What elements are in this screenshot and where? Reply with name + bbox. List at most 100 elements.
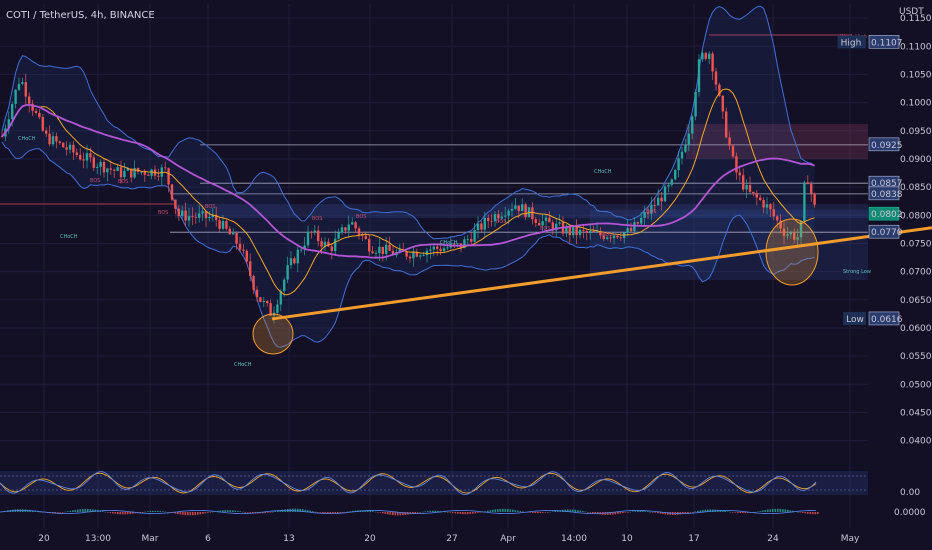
candle-body [504,215,507,217]
candle-body [276,304,279,313]
candle-body [157,175,160,177]
macd-bar [384,512,387,514]
candle-body [735,156,738,173]
macd-bar [657,512,659,514]
macd-bar [619,512,622,514]
macd-bar [74,509,77,512]
candle-body [436,246,439,249]
candle-body [293,258,296,264]
structure-label: BOS [158,210,168,216]
macd-bar [774,508,777,512]
candle-body [140,171,143,173]
price-value-box [868,224,900,239]
structure-label: CHoCH [234,362,252,368]
macd-bar [417,512,419,513]
time-tick-label: 6 [205,534,211,544]
candle-body [21,82,24,84]
macd-bar [512,509,514,512]
macd-bar [69,510,72,512]
macd-bar [572,509,574,512]
macd-bar [492,509,494,512]
candle-body [687,133,690,146]
candle-body [279,291,282,305]
candle-body [187,216,191,221]
price-tick-label: 0.0500 [900,380,932,390]
candle-body [374,253,378,254]
macd-bar [722,510,724,512]
candle-body [368,238,371,252]
macd-bar [519,511,522,512]
macd-bar [267,512,269,513]
candle-body [521,204,524,212]
macd-bar [184,512,187,516]
macd-bar [729,511,732,513]
macd-bar [707,509,709,512]
macd-bar [324,512,327,514]
macd-bar [682,512,684,515]
candle-body [249,261,252,277]
candle-body [531,207,534,220]
macd-bar [474,512,477,514]
structure-label: BOS [602,232,612,238]
candle-body [680,151,684,159]
candle-body [517,205,520,212]
candle-body [14,89,17,104]
currency-label: USDT [899,7,924,17]
macd-bar [322,512,324,514]
macd-bar [457,512,459,514]
price-tick-label: 0.0750 [900,239,932,249]
candle-body [476,223,480,231]
macd-bar [37,511,39,513]
candle-body [551,222,554,231]
candle-body [674,170,677,180]
macd-bar [654,512,657,513]
candle-body [320,241,323,247]
candle-body [759,197,762,200]
macd-bar [154,510,157,512]
candle-body [548,217,551,223]
candle-body [11,103,14,120]
macd-bar [252,512,254,514]
macd-bar [607,512,609,515]
structure-label: CHoCH [594,169,612,175]
macd-line [0,509,816,515]
macd-bar [412,512,414,514]
candle-body [725,111,728,138]
price-tick-label: 0.0400 [900,437,932,447]
macd-bar [502,508,504,512]
candle-body [544,217,548,222]
candle-body [599,231,602,236]
macd-bar [514,510,517,512]
macd-bar [644,511,647,512]
price-value-text: 0.0925 [871,141,903,151]
candle-body [456,243,459,245]
macd-bar [529,512,532,513]
structure-label: BOS [118,179,128,185]
macd-bar [72,510,74,512]
macd-bar [802,512,804,513]
structure-label: BOS [205,204,215,210]
candle-body [490,220,493,222]
chart-title: COTI / TetherUS, 4h, BINANCE [6,10,155,21]
macd-bar [114,512,117,514]
macd-bar [62,512,64,513]
macd-bar [782,509,784,512]
candle-body [123,170,126,178]
candle-body [408,256,412,259]
candle-body [422,255,425,256]
candle-body [453,243,456,245]
candle-body [215,214,218,221]
macd-bar [719,510,722,512]
price-value-text: 0.0802 [871,210,903,220]
candle-body [752,191,755,194]
macd-bar [339,512,342,513]
macd-bar [444,511,447,513]
macd-bar [639,511,642,512]
price-tick-label: 0.0450 [900,408,932,418]
candle-body [218,220,221,229]
candle-body [446,247,449,249]
candle-body [572,226,575,236]
candle-body [147,174,150,176]
candle-body [629,228,633,232]
